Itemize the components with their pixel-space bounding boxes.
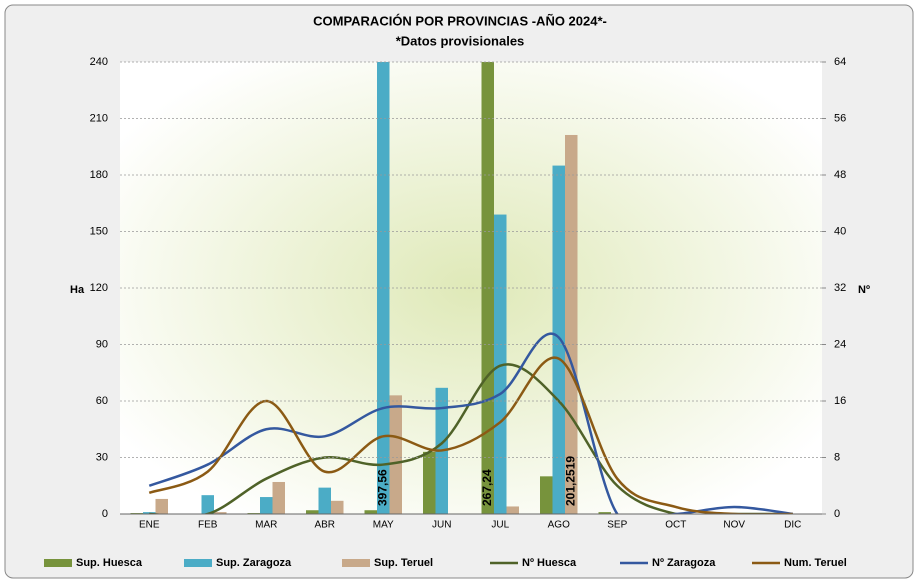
line [148, 356, 793, 514]
bar [260, 497, 273, 514]
legend-label: Num. Teruel [784, 557, 847, 569]
legend-swatch [342, 559, 370, 567]
value-label: 397,56 [375, 469, 389, 506]
x-tick-label: MAY [373, 520, 394, 531]
y2-tick-label: 64 [834, 56, 846, 68]
chart-title: COMPARACIÓN POR PROVINCIAS -AÑO 2024*- [313, 13, 607, 28]
line [148, 332, 793, 514]
legend-swatch [184, 559, 212, 567]
legend-label: Sup. Zaragoza [216, 557, 292, 569]
chart-subtitle: *Datos provisionales [396, 33, 525, 48]
bar [318, 487, 331, 514]
bar [389, 395, 402, 514]
legend-swatch [44, 559, 72, 567]
bar [494, 214, 507, 514]
bar [598, 512, 611, 514]
legend-label: Nº Huesca [522, 557, 577, 569]
bar [364, 510, 377, 514]
legend-label: Nº Zaragoza [652, 557, 716, 569]
y2-tick-label: 40 [834, 225, 846, 237]
y2-tick-label: 8 [834, 451, 840, 463]
y2-tick-label: 32 [834, 282, 846, 294]
x-tick-label: AGO [548, 520, 570, 531]
y-tick-label: 0 [102, 508, 108, 520]
y-tick-label: 30 [96, 451, 108, 463]
bar [506, 506, 519, 514]
bar [481, 62, 494, 514]
y2-tick-label: 0 [834, 508, 840, 520]
bar [306, 510, 319, 514]
bar [540, 476, 553, 514]
y2-tick-label: 24 [834, 338, 846, 350]
x-tick-label: ABR [314, 520, 335, 531]
y-tick-label: 90 [96, 338, 108, 350]
x-tick-label: DIC [784, 520, 801, 531]
bar [272, 481, 285, 514]
x-tick-label: NOV [723, 520, 745, 531]
legend-label: Sup. Huesca [76, 557, 143, 569]
y-tick-label: 120 [90, 282, 108, 294]
bar [201, 495, 214, 514]
value-label: 201,2519 [563, 456, 577, 506]
bar [214, 512, 227, 514]
y-axis-label: Ha [70, 284, 85, 296]
bar [155, 498, 168, 514]
x-tick-label: SEP [607, 520, 627, 531]
bar [565, 134, 578, 514]
legend-label: Sup. Teruel [374, 557, 433, 569]
x-tick-label: MAR [255, 520, 277, 531]
y-tick-label: 60 [96, 395, 108, 407]
bar [423, 451, 436, 514]
y2-tick-label: 16 [834, 395, 846, 407]
y2-axis-label: Nº [858, 284, 870, 296]
y-tick-label: 180 [90, 169, 108, 181]
x-tick-label: ENE [139, 520, 160, 531]
y-tick-label: 240 [90, 56, 108, 68]
x-tick-label: FEB [198, 520, 218, 531]
y2-tick-label: 48 [834, 169, 846, 181]
x-tick-label: JUN [432, 520, 451, 531]
bar [552, 165, 565, 514]
x-tick-label: OCT [665, 520, 686, 531]
y-tick-label: 150 [90, 225, 108, 237]
x-tick-label: JUL [491, 520, 509, 531]
line [149, 363, 793, 514]
y2-tick-label: 56 [834, 112, 846, 124]
value-label: 267,24 [480, 469, 494, 506]
bar [331, 500, 344, 514]
y-tick-label: 210 [90, 112, 108, 124]
